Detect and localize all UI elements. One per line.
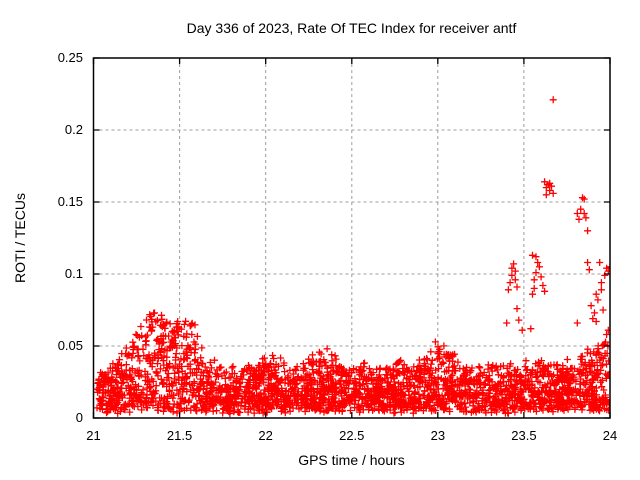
y-tick-label: 0.15 bbox=[57, 194, 83, 209]
y-tick-label: 0.1 bbox=[64, 266, 83, 281]
y-tick-label: 0.05 bbox=[57, 338, 83, 353]
plot-frame bbox=[92, 57, 611, 419]
x-tick-label: 21.5 bbox=[166, 428, 193, 443]
y-tick-label: 0 bbox=[75, 410, 83, 425]
x-tick-label: 21 bbox=[86, 428, 101, 443]
x-tick-label: 23.5 bbox=[511, 428, 537, 443]
y-axis-label: ROTI / TECUs bbox=[12, 193, 28, 283]
y-tick-label: 0.25 bbox=[57, 50, 83, 65]
grid-lines bbox=[93, 58, 610, 418]
y-tick-label: 0.2 bbox=[64, 122, 83, 137]
outlier-points bbox=[503, 96, 610, 338]
x-tick-label: 22.5 bbox=[339, 428, 365, 443]
x-tick-label: 24 bbox=[602, 428, 618, 443]
x-tick-label: 22 bbox=[258, 428, 273, 443]
chart-title: Day 336 of 2023, Rate Of TEC Index for r… bbox=[186, 20, 517, 36]
x-axis-label: GPS time / hours bbox=[298, 452, 405, 468]
x-tick-label: 23 bbox=[430, 428, 446, 443]
data-points bbox=[93, 309, 610, 417]
